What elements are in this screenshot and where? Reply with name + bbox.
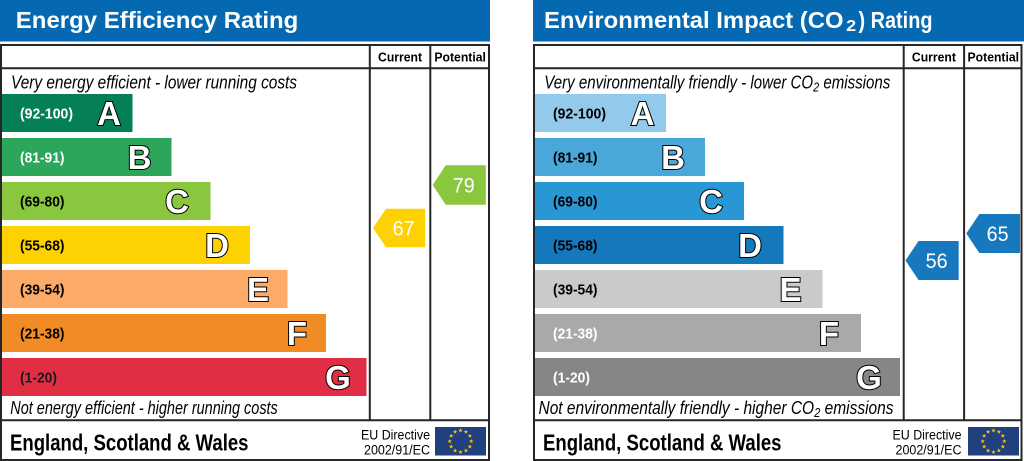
svg-text:(69-80): (69-80) <box>553 193 598 210</box>
svg-text:79: 79 <box>453 174 475 198</box>
svg-text:) Rating: ) Rating <box>859 7 933 33</box>
svg-text:E: E <box>779 271 801 308</box>
svg-text:B: B <box>128 139 152 176</box>
svg-text:Potential: Potential <box>968 50 1020 65</box>
svg-text:2002/91/EC: 2002/91/EC <box>364 443 430 458</box>
svg-text:F: F <box>819 315 839 352</box>
svg-text:D: D <box>205 227 229 264</box>
svg-text:EU Directive: EU Directive <box>361 428 430 443</box>
svg-text:(69-80): (69-80) <box>20 193 65 210</box>
svg-text:E: E <box>247 271 269 308</box>
svg-text:Environmental Impact (CO: Environmental Impact (CO <box>544 7 844 33</box>
svg-text:(92-100): (92-100) <box>20 105 73 122</box>
svg-text:Current: Current <box>378 50 423 65</box>
svg-text:Very energy efficient - lower: Very energy efficient - lower running co… <box>11 72 297 92</box>
svg-text:(21-38): (21-38) <box>553 325 598 342</box>
svg-text:A: A <box>97 95 121 132</box>
svg-text:England, Scotland & Wales: England, Scotland & Wales <box>10 429 249 455</box>
svg-text:2002/91/EC: 2002/91/EC <box>896 443 962 458</box>
svg-text:Not energy efficient - higher: Not energy efficient - higher running co… <box>10 398 278 418</box>
svg-text:D: D <box>738 227 762 264</box>
svg-text:B: B <box>661 139 685 176</box>
svg-text:Current: Current <box>912 50 957 65</box>
svg-text:Not environmentally friendly -: Not environmentally friendly - higher CO… <box>539 398 894 420</box>
svg-text:Potential: Potential <box>434 50 486 65</box>
svg-text:C: C <box>699 183 723 220</box>
svg-text:G: G <box>325 359 351 396</box>
svg-text:(39-54): (39-54) <box>20 281 65 298</box>
svg-text:G: G <box>856 359 882 396</box>
svg-text:2: 2 <box>846 18 856 35</box>
svg-text:EU Directive: EU Directive <box>893 428 962 443</box>
svg-text:(1-20): (1-20) <box>553 369 590 386</box>
svg-text:A: A <box>631 95 655 132</box>
svg-text:(39-54): (39-54) <box>553 281 598 298</box>
svg-text:(81-91): (81-91) <box>20 149 65 166</box>
svg-text:F: F <box>287 315 307 352</box>
svg-text:(1-20): (1-20) <box>20 369 57 386</box>
svg-text:(92-100): (92-100) <box>553 105 606 122</box>
svg-text:67: 67 <box>393 217 415 241</box>
svg-text:(55-68): (55-68) <box>20 237 65 254</box>
svg-text:(21-38): (21-38) <box>20 325 65 342</box>
svg-text:Energy Efficiency Rating: Energy Efficiency Rating <box>16 7 299 33</box>
svg-text:65: 65 <box>987 222 1009 246</box>
svg-text:(81-91): (81-91) <box>553 149 598 166</box>
svg-text:(55-68): (55-68) <box>553 237 598 254</box>
svg-text:56: 56 <box>926 249 948 273</box>
svg-text:Very environmentally friendly: Very environmentally friendly - lower CO… <box>544 72 890 94</box>
svg-text:C: C <box>165 183 189 220</box>
svg-text:England, Scotland & Wales: England, Scotland & Wales <box>543 429 782 455</box>
